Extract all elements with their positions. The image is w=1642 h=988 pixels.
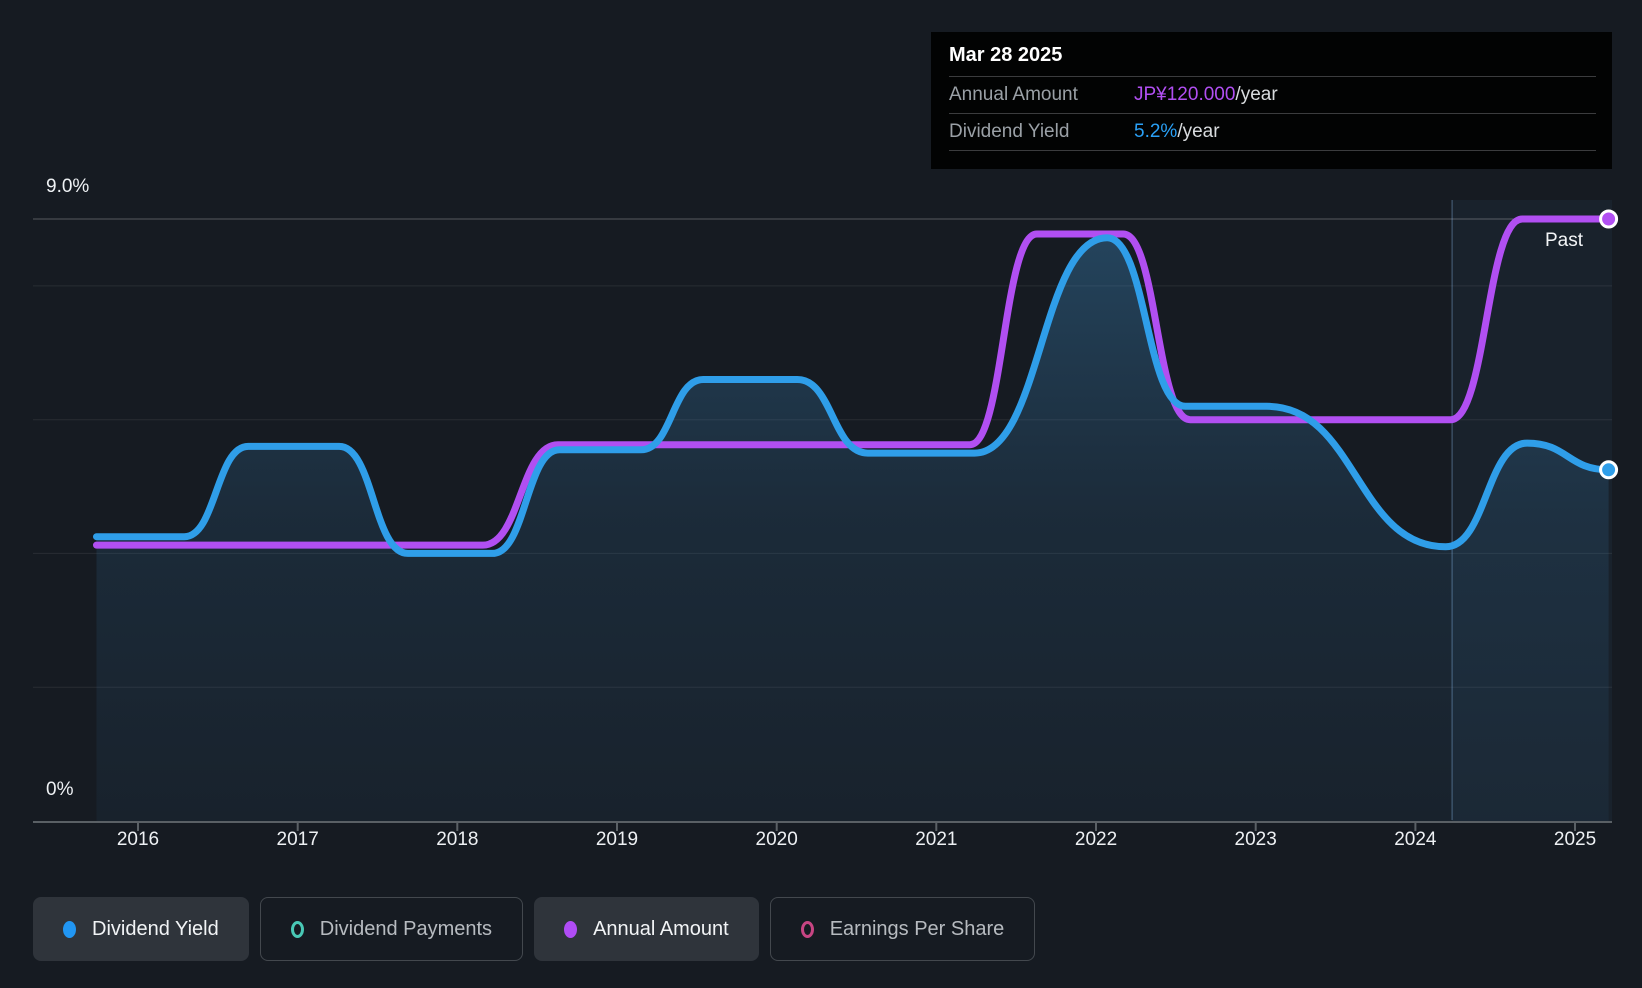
earnings-per-share-swatch-icon bbox=[800, 920, 814, 938]
legend-button-label: Dividend Yield bbox=[92, 917, 219, 940]
legend-button-dividend-yield[interactable]: Dividend Yield bbox=[33, 897, 249, 961]
x-axis-label-2016: 2016 bbox=[116, 829, 160, 850]
legend-button-label: Earnings Per Share bbox=[829, 917, 1005, 940]
x-axis-label-2023: 2023 bbox=[1234, 829, 1277, 850]
tooltip-row-annual-amount: Annual Amount JP¥120.000/year bbox=[949, 76, 1596, 113]
tooltip-label: Annual Amount bbox=[949, 84, 1078, 105]
x-axis-label-2020: 2020 bbox=[755, 829, 798, 850]
legend-button-earnings-per-share[interactable]: Earnings Per Share bbox=[769, 897, 1036, 961]
x-axis-label-2024: 2024 bbox=[1394, 829, 1437, 850]
chart-tooltip: Mar 28 2025 Annual Amount JP¥120.000/yea… bbox=[931, 32, 1612, 169]
legend-button-annual-amount[interactable]: Annual Amount bbox=[534, 897, 759, 961]
y-axis-max-label: 9.0% bbox=[46, 176, 90, 197]
tooltip-date: Mar 28 2025 bbox=[949, 44, 1063, 66]
x-axis-label-2022: 2022 bbox=[1074, 829, 1118, 850]
tooltip-row-dividend-yield: Dividend Yield 5.2%/year bbox=[949, 113, 1596, 150]
x-axis-label-2025: 2025 bbox=[1553, 829, 1597, 850]
x-axis-label-2021: 2021 bbox=[915, 829, 958, 850]
tooltip-separator bbox=[949, 150, 1596, 151]
dividend-yield-area bbox=[96, 237, 1609, 821]
legend-button-dividend-payments[interactable]: Dividend Payments bbox=[259, 897, 524, 961]
dividend-yield-line bbox=[93, 234, 1613, 557]
annual-amount-swatch-icon bbox=[564, 920, 578, 938]
annual-amount-line bbox=[93, 215, 1613, 549]
y-axis-zero-label: 0% bbox=[46, 779, 74, 800]
tooltip-value: JP¥120.000/year bbox=[1134, 84, 1278, 105]
legend: Dividend Yield Dividend Payments Annual Am… bbox=[33, 897, 1036, 961]
tooltip-label: Dividend Yield bbox=[949, 121, 1070, 142]
legend-button-label: Annual Amount bbox=[593, 917, 729, 940]
legend-button-label: Dividend Payments bbox=[319, 917, 493, 940]
dividend-payments-swatch-icon bbox=[290, 920, 304, 938]
past-label: Past bbox=[1545, 230, 1584, 251]
x-axis-label-2017: 2017 bbox=[276, 829, 319, 850]
x-axis-label-2019: 2019 bbox=[595, 829, 639, 850]
dividend-yield-end-marker bbox=[1599, 460, 1619, 480]
annual-amount-end-marker bbox=[1599, 209, 1619, 229]
tooltip-value: 5.2%/year bbox=[1134, 121, 1220, 142]
dividend-yield-swatch-icon bbox=[63, 920, 76, 938]
x-axis-label-2018: 2018 bbox=[436, 829, 479, 850]
